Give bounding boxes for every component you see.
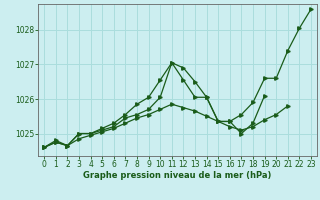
X-axis label: Graphe pression niveau de la mer (hPa): Graphe pression niveau de la mer (hPa) — [84, 171, 272, 180]
